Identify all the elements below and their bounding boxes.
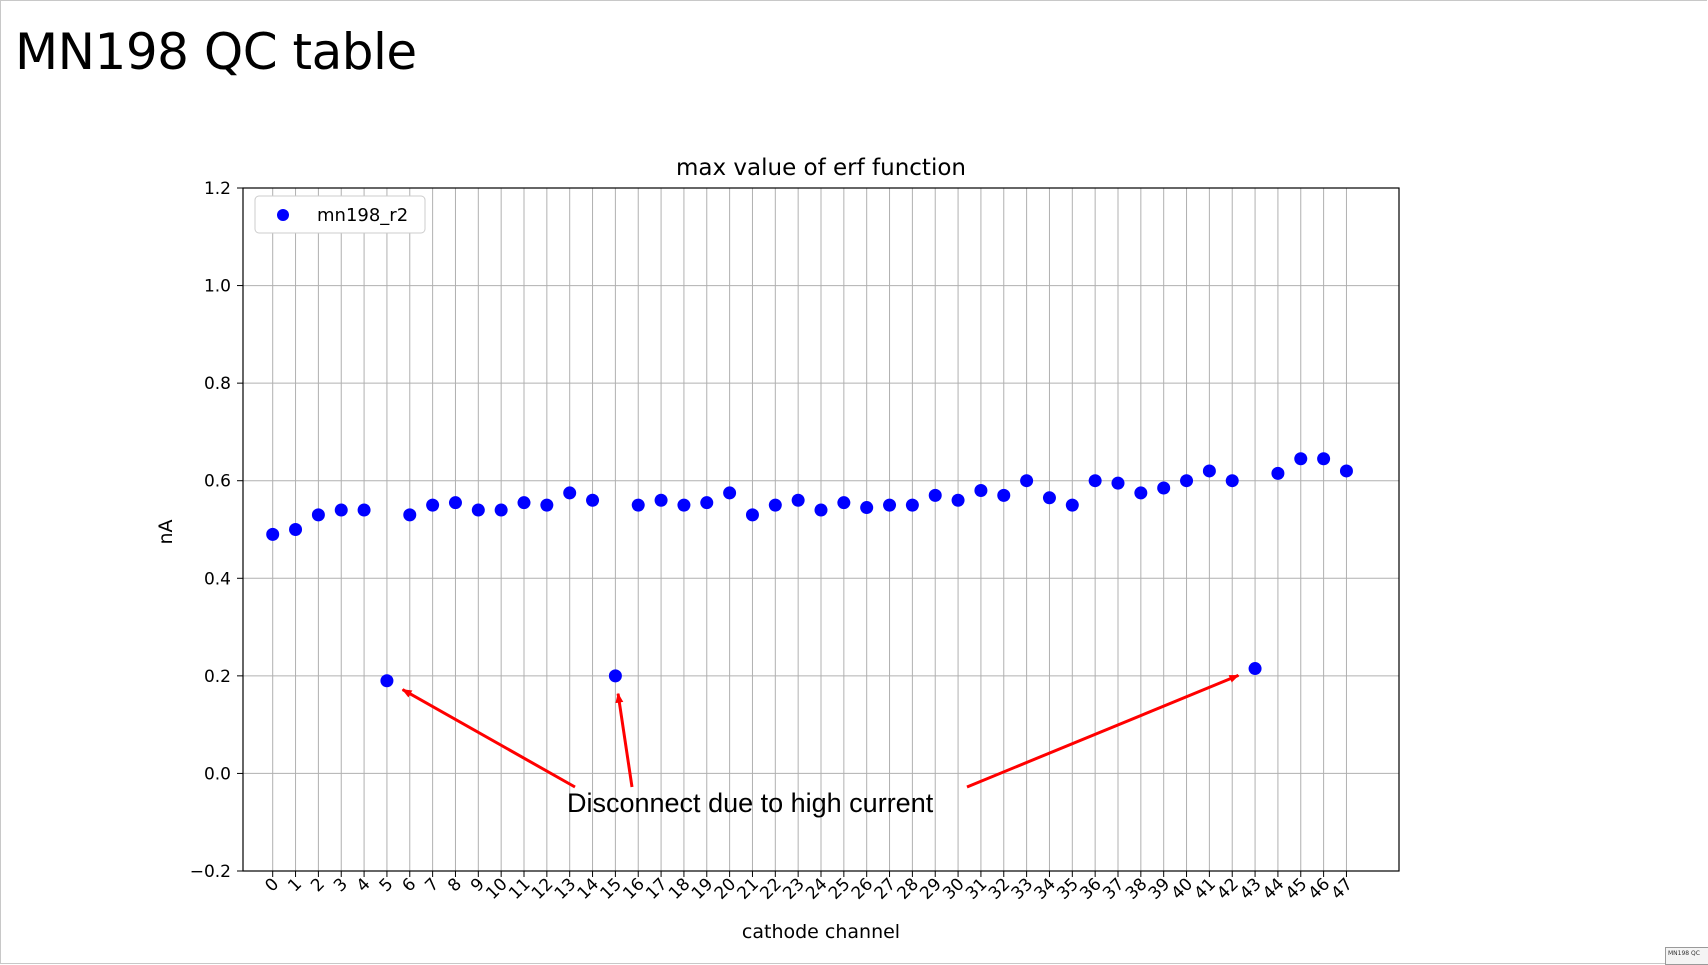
data-point [1088,474,1102,488]
annotation-arrow [615,692,634,788]
data-point [1020,474,1034,488]
data-point [471,503,485,517]
data-point [951,493,965,507]
y-tick-label: 1.2 [204,179,231,199]
x-tick-label: 2 [307,874,329,896]
y-tick-label: 1.0 [204,277,231,297]
data-point [768,498,782,512]
data-point [700,496,714,510]
chart-title: max value of erf function [676,155,966,181]
data-point [266,527,280,541]
data-point [289,523,303,536]
y-tick-label: 0.4 [204,569,231,589]
x-tick-label: 8 [444,874,466,896]
data-point [1248,662,1262,676]
data-points [266,452,1353,688]
legend: mn198_r2 [254,195,426,234]
data-point [1134,486,1148,500]
y-tick-label: 0.0 [204,764,231,784]
y-tick-label: 0.8 [204,374,231,394]
x-tick-label: 1 [284,874,306,896]
data-point [334,503,348,517]
x-tick-label: 7 [421,874,443,896]
data-point [1317,452,1331,466]
data-point [883,498,897,512]
data-point [1225,474,1239,488]
legend-marker [277,209,289,221]
data-point [654,493,668,507]
x-tick-label: 5 [376,874,398,896]
data-point [1157,481,1171,495]
x-tick-label: 6 [399,874,421,896]
x-axis-label: cathode channel [742,921,900,943]
legend-box [254,195,426,234]
data-point [403,508,417,522]
data-point [974,483,988,497]
annotation-label: Disconnect due to high current [567,788,934,818]
y-tick-label: −0.2 [190,862,231,882]
data-point [905,498,919,512]
grid-lines [243,187,1399,872]
data-point [517,496,531,510]
data-point [791,493,805,507]
x-tick-label: 4 [353,874,375,896]
data-point [586,493,600,507]
data-point [814,503,828,517]
data-point [380,674,394,688]
slide-thumbnail[interactable]: MN198 QC [1665,947,1708,965]
data-point [311,508,325,522]
data-point [608,669,622,683]
data-point [448,496,462,510]
data-point [426,498,440,512]
data-point [677,498,691,512]
data-point [745,508,759,522]
annotation-arrows [401,673,1240,789]
data-point [928,488,942,502]
data-point [1042,491,1056,505]
data-point [494,503,508,517]
data-point [837,496,851,510]
annotation-arrow [966,673,1240,789]
data-point [631,498,645,512]
slide-title: MN198 QC table [15,23,417,81]
y-tick-label: 0.6 [204,472,231,492]
data-point [563,486,577,500]
annotation-arrow [401,688,576,789]
y-axis-label: nA [155,519,177,544]
data-point [1180,474,1194,488]
x-tick-label: 0 [261,874,283,896]
data-point [723,486,737,500]
x-tick-label: 3 [330,874,352,896]
y-tick-label: 0.2 [204,667,231,687]
data-point [1294,452,1308,466]
data-point [1111,476,1125,490]
legend-label: mn198_r2 [317,205,408,226]
data-point [357,503,371,517]
data-point [540,498,554,512]
data-point [1202,464,1216,478]
data-point [1065,498,1079,512]
x-tick-label: 47 [1328,874,1357,903]
data-point [997,488,1011,502]
data-point [1339,464,1353,478]
data-point [860,501,874,515]
data-point [1271,466,1285,480]
